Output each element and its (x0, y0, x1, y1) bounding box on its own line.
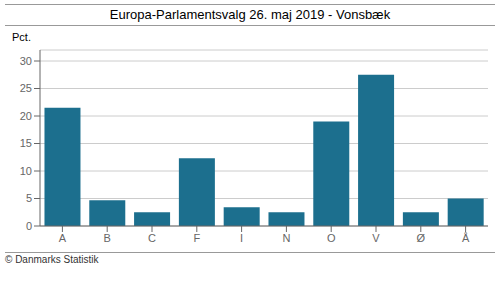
svg-text:V: V (372, 232, 380, 244)
svg-text:Å: Å (462, 232, 470, 244)
svg-text:15: 15 (20, 137, 32, 149)
svg-text:F: F (193, 232, 200, 244)
svg-text:10: 10 (20, 165, 32, 177)
svg-text:5: 5 (26, 192, 32, 204)
svg-text:N: N (282, 232, 290, 244)
svg-text:C: C (148, 232, 156, 244)
svg-text:O: O (327, 232, 336, 244)
svg-text:B: B (104, 232, 111, 244)
html-text:Pct.: Pct. (12, 31, 31, 43)
html-text:© Danmarks Statistik: © Danmarks Statistik (5, 254, 99, 265)
svg-text:30: 30 (20, 55, 32, 67)
svg-text:0: 0 (26, 220, 32, 232)
svg-text:Ø: Ø (417, 232, 426, 244)
html-text:Europa-Parlamentsvalg 26. maj: Europa-Parlamentsvalg 26. maj 2019 - Von… (109, 7, 391, 22)
svg-text:20: 20 (20, 110, 32, 122)
svg-text:A: A (59, 232, 67, 244)
svg-text:I: I (240, 232, 243, 244)
svg-text:25: 25 (20, 82, 32, 94)
